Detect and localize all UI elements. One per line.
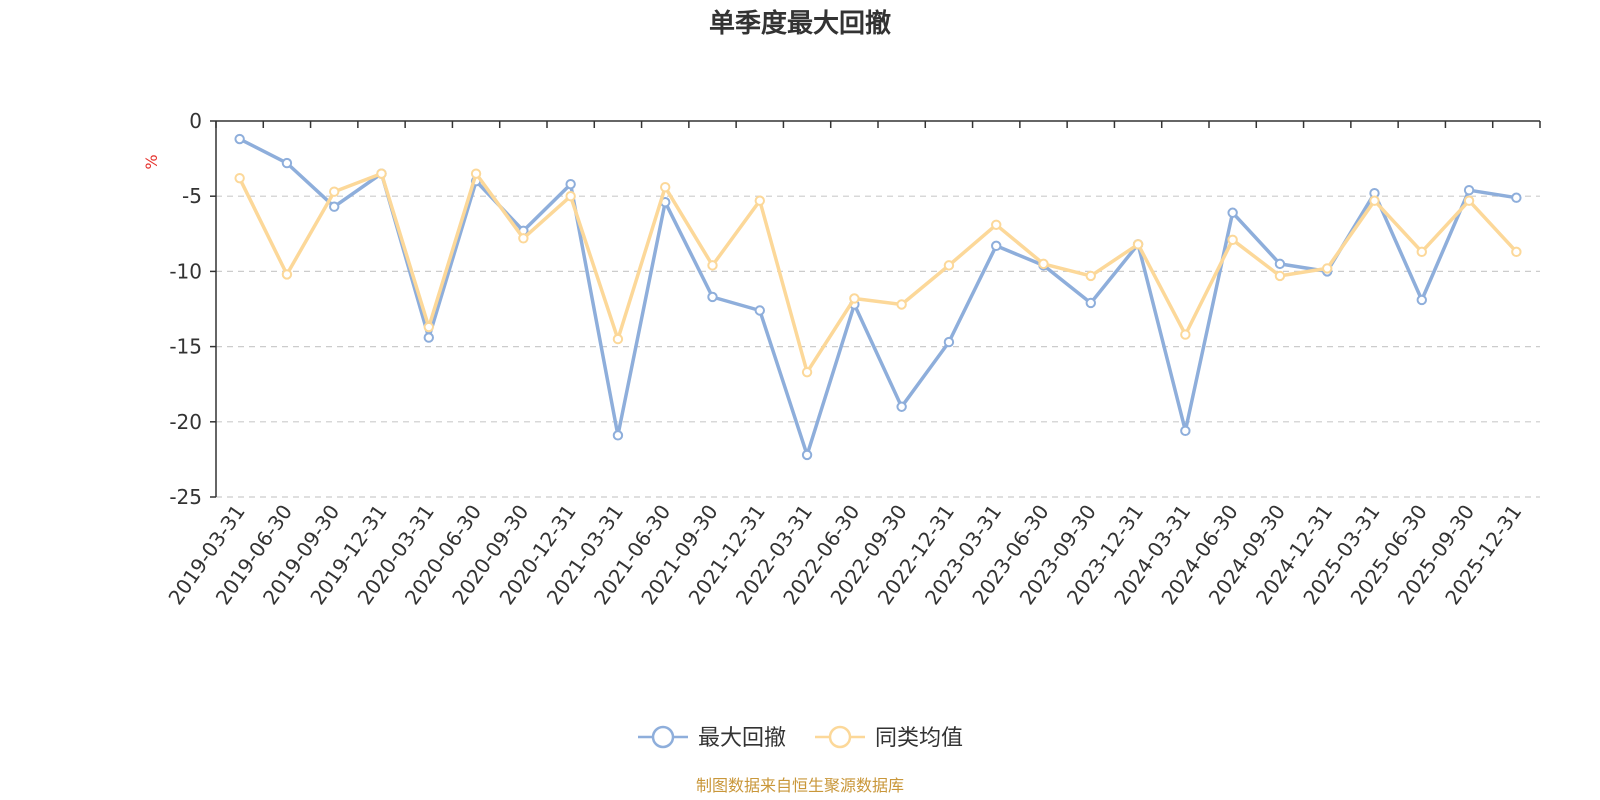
data-point <box>1463 195 1475 206</box>
axes <box>210 120 1541 498</box>
y-tick-label: -25 <box>169 485 202 509</box>
y-axis-unit: % <box>142 154 161 169</box>
data-point <box>234 172 245 184</box>
legend-item-1[interactable]: 最大回撤 <box>638 725 786 751</box>
data-point <box>754 305 765 316</box>
data-point <box>943 336 955 348</box>
data-point <box>612 430 624 441</box>
data-point <box>1180 425 1191 437</box>
data-point <box>281 157 293 169</box>
data-point <box>565 191 576 202</box>
data-point <box>1416 294 1427 306</box>
series-1 <box>234 133 1522 461</box>
data-point <box>1274 270 1286 282</box>
data-point <box>1085 297 1096 309</box>
data-point <box>281 269 293 280</box>
data-point <box>565 178 576 190</box>
data-point <box>991 240 1002 252</box>
data-point <box>801 449 813 461</box>
data-point <box>1369 195 1380 206</box>
legend-marker <box>828 725 852 749</box>
source-note: 制图数据来自恒生聚源数据库 <box>696 776 904 795</box>
data-point <box>470 168 482 179</box>
data-point <box>707 291 718 303</box>
data-point <box>376 168 387 179</box>
data-point <box>1038 258 1049 270</box>
series-line <box>237 137 1519 457</box>
data-point <box>896 299 907 310</box>
data-point <box>329 201 340 212</box>
legend-marker <box>651 725 675 749</box>
chart-title: 单季度最大回撤 <box>709 8 891 39</box>
data-point <box>707 260 718 271</box>
y-tick-label: -15 <box>169 335 202 359</box>
data-point <box>660 181 671 193</box>
data-point <box>1227 234 1238 246</box>
data-point <box>1085 270 1096 282</box>
series-lines <box>234 133 1522 461</box>
data-point <box>1463 184 1475 196</box>
data-point <box>896 401 907 412</box>
data-point <box>801 366 813 378</box>
data-point <box>1511 246 1522 258</box>
data-point <box>329 186 340 197</box>
data-point <box>1227 207 1238 218</box>
x-tick-labels: 2019-03-312019-06-302019-09-302019-12-31… <box>163 500 1526 609</box>
data-point <box>1132 239 1144 250</box>
series-line <box>237 171 1519 374</box>
legend[interactable]: 最大回撤 同类均值 <box>638 725 963 751</box>
y-tick-labels: 0 -5 -10 -15 -20 -25 <box>169 109 202 509</box>
legend-item-2[interactable]: 同类均值 <box>815 725 963 751</box>
data-point <box>849 293 860 304</box>
legend-label: 同类均值 <box>875 726 963 751</box>
grid-lines <box>216 195 1540 498</box>
data-point <box>943 260 955 271</box>
y-tick-label: -20 <box>169 410 202 434</box>
y-tick-label: -5 <box>182 184 202 208</box>
data-point <box>754 195 765 206</box>
data-point <box>1180 329 1191 340</box>
data-point <box>1322 263 1333 274</box>
y-tick-label: 0 <box>189 109 202 133</box>
data-point <box>423 321 434 333</box>
data-point <box>612 333 624 345</box>
data-point <box>518 233 529 244</box>
legend-label: 最大回撤 <box>698 726 786 751</box>
data-point <box>1274 258 1286 270</box>
data-point <box>1511 192 1522 203</box>
data-point <box>234 133 245 145</box>
data-point <box>423 332 434 343</box>
data-point <box>991 219 1002 230</box>
series-2 <box>234 168 1522 378</box>
y-tick-label: -10 <box>169 259 202 283</box>
data-point <box>1416 246 1427 258</box>
